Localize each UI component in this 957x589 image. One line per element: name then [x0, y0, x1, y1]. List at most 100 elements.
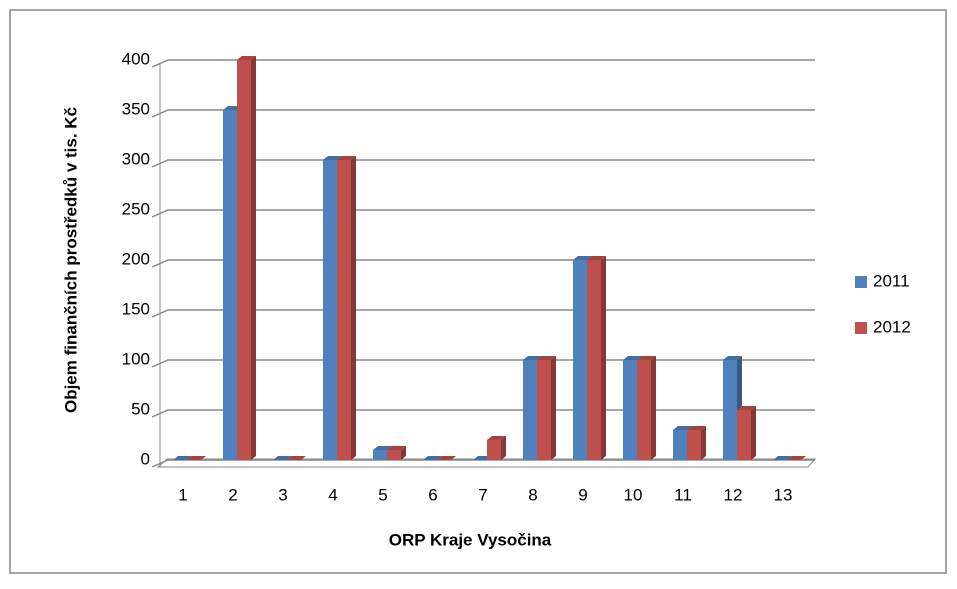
- bar-side: [401, 446, 406, 460]
- legend-swatch: [855, 322, 867, 334]
- x-tick-label: 6: [428, 485, 437, 504]
- grid-line: [151, 59, 815, 68]
- bar-top: [523, 356, 542, 360]
- bar-top: [773, 456, 792, 460]
- x-tick-label: 7: [478, 485, 487, 504]
- bar: [637, 356, 656, 460]
- bar-top: [623, 356, 642, 360]
- x-tick-label: 1: [178, 485, 187, 504]
- y-tick-label: 50: [131, 399, 150, 418]
- x-tick-label: 4: [328, 485, 337, 504]
- bar-top: [537, 356, 556, 360]
- bar-top: [337, 156, 356, 160]
- x-tick-label: 13: [774, 485, 793, 504]
- bar-front: [723, 360, 737, 460]
- bar: [787, 456, 806, 460]
- bar-side: [651, 356, 656, 460]
- bar-front: [337, 160, 351, 460]
- bar: [237, 56, 256, 460]
- bar-top: [573, 256, 592, 260]
- bar-top: [737, 406, 756, 410]
- bar-front: [523, 360, 537, 460]
- x-tick-label: 10: [624, 485, 643, 504]
- grid-line: [151, 209, 815, 218]
- bar-front: [637, 360, 651, 460]
- bar-top: [187, 456, 206, 460]
- bar-top: [287, 456, 306, 460]
- bar-front: [537, 360, 551, 460]
- legend-label: 2011: [873, 271, 910, 290]
- bar-side: [551, 356, 556, 460]
- bar-top: [373, 446, 392, 450]
- bar-front: [673, 430, 687, 460]
- y-tick-label: 350: [122, 99, 150, 118]
- bar-side: [501, 436, 506, 460]
- bar-front: [237, 60, 251, 460]
- bar-top: [687, 426, 706, 430]
- bar: [387, 446, 406, 460]
- bar-front: [737, 410, 751, 460]
- bar-front: [223, 110, 237, 460]
- bar-top: [237, 56, 256, 60]
- bar-front: [487, 440, 501, 460]
- x-tick-label: 11: [674, 485, 692, 504]
- bar: [423, 456, 442, 460]
- bar-side: [751, 406, 756, 460]
- bar: [773, 456, 792, 460]
- bar: [273, 456, 292, 460]
- bar-side: [701, 426, 706, 460]
- bar-top: [437, 456, 456, 460]
- bar-front: [387, 450, 401, 460]
- y-tick-label: 100: [122, 349, 150, 368]
- bar: [437, 456, 456, 460]
- x-tick-label: 3: [278, 485, 287, 504]
- x-tick-label: 2: [228, 485, 237, 504]
- bar: [287, 456, 306, 460]
- bar-side: [351, 156, 356, 460]
- bar-top: [387, 446, 406, 450]
- bar-front: [623, 360, 637, 460]
- bar: [173, 456, 192, 460]
- chart-frame: [9, 9, 947, 574]
- legend-swatch: [855, 276, 867, 288]
- bar: [737, 406, 756, 460]
- x-axis-title: ORP Kraje Vysočina: [389, 530, 552, 549]
- bar-front: [373, 450, 387, 460]
- y-tick-label: 200: [122, 249, 150, 268]
- bar: [487, 436, 506, 460]
- bar: [687, 426, 706, 460]
- bar-top: [487, 436, 506, 440]
- bar-top: [587, 256, 606, 260]
- bar-front: [323, 160, 337, 460]
- bar-top: [787, 456, 806, 460]
- x-tick-label: 5: [378, 485, 387, 504]
- bar: [587, 256, 606, 460]
- y-tick-label: 150: [122, 299, 150, 318]
- bar: [187, 456, 206, 460]
- x-tick-label: 8: [528, 485, 537, 504]
- grid-line: [151, 159, 815, 168]
- bar-front: [587, 260, 601, 460]
- bar-top: [637, 356, 656, 360]
- bar-top: [673, 426, 692, 430]
- x-tick-label: 12: [724, 485, 743, 504]
- bar-top: [323, 156, 342, 160]
- bar-side: [601, 256, 606, 460]
- bar-top: [273, 456, 292, 460]
- y-tick-label: 300: [122, 149, 150, 168]
- y-tick-label: 250: [122, 199, 150, 218]
- y-tick-label: 0: [141, 449, 150, 468]
- bar-top: [723, 356, 742, 360]
- bar-top: [423, 456, 442, 460]
- bar-front: [573, 260, 587, 460]
- bar: [537, 356, 556, 460]
- bar-front: [687, 430, 701, 460]
- y-axis-title: Objem finančních prostředků v tis. Kč: [61, 107, 80, 413]
- grid-line: [151, 109, 815, 118]
- bar-top: [173, 456, 192, 460]
- legend-label: 2012: [873, 317, 911, 336]
- bar: [337, 156, 356, 460]
- bar-side: [251, 56, 256, 460]
- y-tick-label: 400: [122, 49, 150, 68]
